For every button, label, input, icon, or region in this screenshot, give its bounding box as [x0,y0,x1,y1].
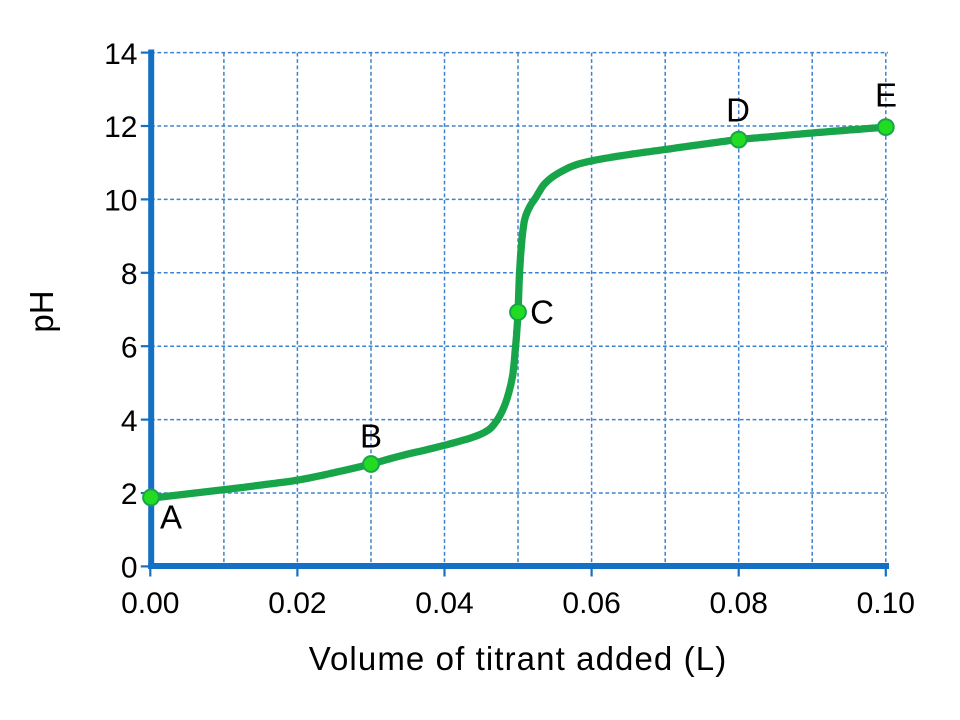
svg-text:0: 0 [121,552,138,585]
svg-text:2: 2 [121,478,138,511]
svg-text:C: C [530,294,554,331]
svg-text:Volume of titrant added (L): Volume of titrant added (L) [309,640,728,677]
svg-text:4: 4 [121,405,138,438]
svg-text:14: 14 [104,38,137,71]
svg-text:8: 8 [121,258,138,291]
svg-text:0.04: 0.04 [415,587,473,620]
svg-text:D: D [726,92,750,129]
svg-text:0.08: 0.08 [710,587,768,620]
svg-text:0.06: 0.06 [562,587,620,620]
svg-text:B: B [360,418,382,455]
svg-text:A: A [160,499,182,536]
svg-text:E: E [875,77,897,114]
svg-text:pH: pH [23,290,60,332]
svg-text:12: 12 [104,111,137,144]
svg-text:0.02: 0.02 [268,587,326,620]
svg-text:0.10: 0.10 [857,587,915,620]
svg-text:10: 10 [104,185,137,218]
svg-text:0.00: 0.00 [121,587,179,620]
svg-text:6: 6 [121,331,138,364]
